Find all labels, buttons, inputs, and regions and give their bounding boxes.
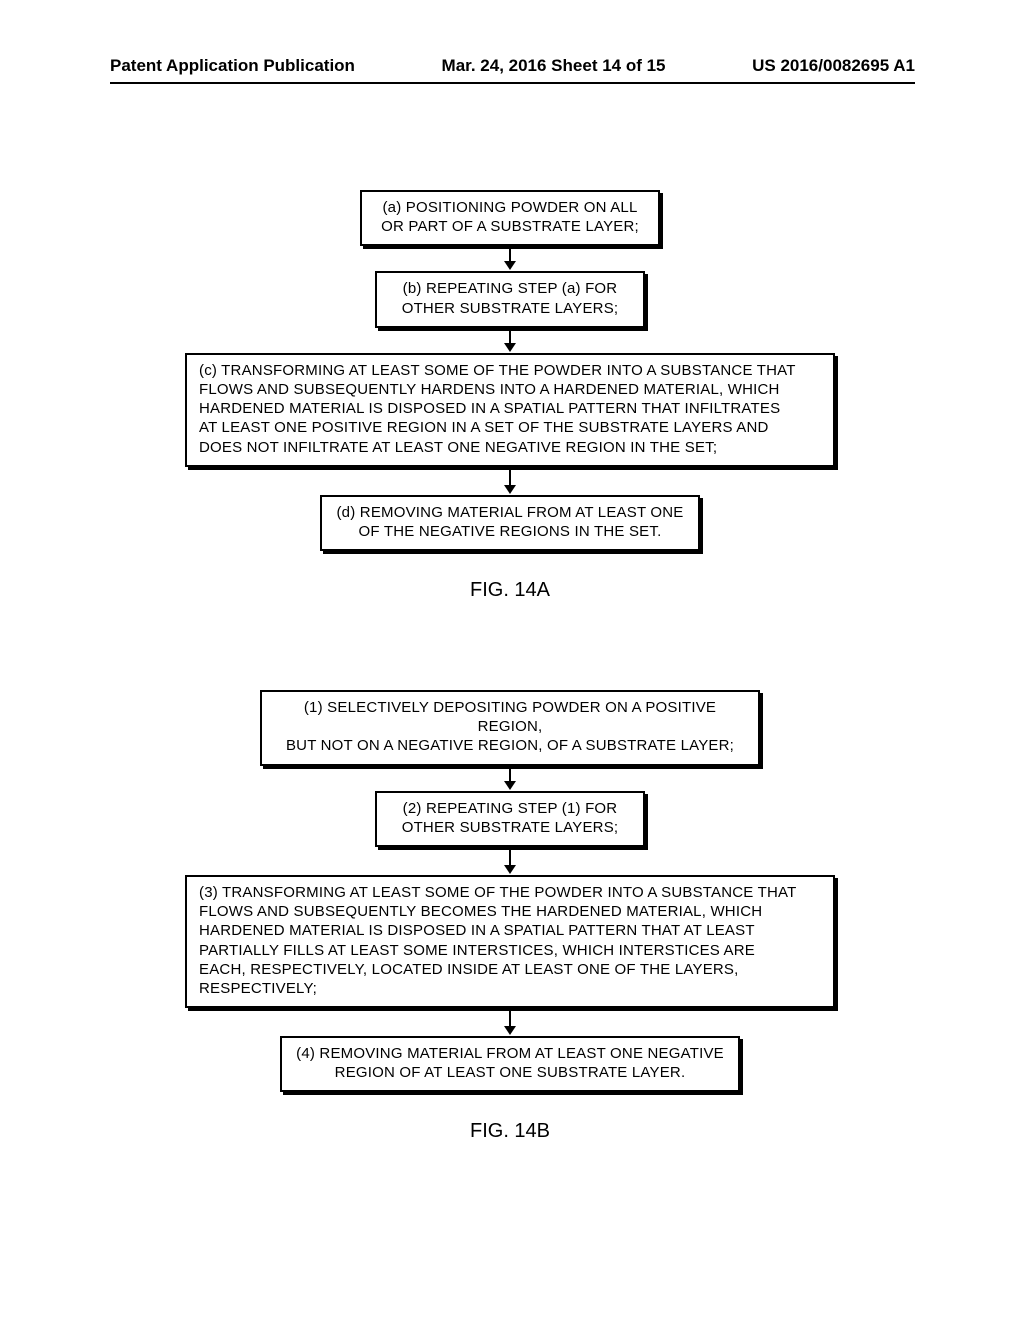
step-3-box: (3) TRANSFORMING AT LEAST SOME OF THE PO… [185,875,835,1008]
header-rule [110,82,915,84]
step-d-box: (d) REMOVING MATERIAL FROM AT LEAST ONEO… [320,495,700,551]
page-header: Patent Application Publication Mar. 24, … [110,56,915,76]
step-4-box: (4) REMOVING MATERIAL FROM AT LEAST ONE … [280,1036,740,1092]
arrow-icon [504,468,516,494]
figure-label-14a: FIG. 14A [470,579,550,602]
arrow-icon [504,848,516,874]
step-c-box: (c) TRANSFORMING AT LEAST SOME OF THE PO… [185,353,835,467]
step-1-box: (1) SELECTIVELY DEPOSITING POWDER ON A P… [260,690,760,766]
figure-label-14b: FIG. 14B [470,1120,550,1143]
arrow-icon [504,329,516,352]
header-center: Mar. 24, 2016 Sheet 14 of 15 [442,56,666,76]
step-b-box: (b) REPEATING STEP (a) FOROTHER SUBSTRAT… [375,271,645,327]
flowchart-14b: (1) SELECTIVELY DEPOSITING POWDER ON A P… [175,690,845,1143]
arrow-icon [504,247,516,270]
arrow-icon [504,767,516,790]
header-right: US 2016/0082695 A1 [752,56,915,76]
step-a-box: (a) POSITIONING POWDER ON ALLOR PART OF … [360,190,660,246]
flowchart-14a: (a) POSITIONING POWDER ON ALLOR PART OF … [175,190,845,602]
step-2-box: (2) REPEATING STEP (1) FOROTHER SUBSTRAT… [375,791,645,847]
header-left: Patent Application Publication [110,56,355,76]
patent-page: Patent Application Publication Mar. 24, … [0,0,1024,1320]
arrow-icon [504,1009,516,1035]
